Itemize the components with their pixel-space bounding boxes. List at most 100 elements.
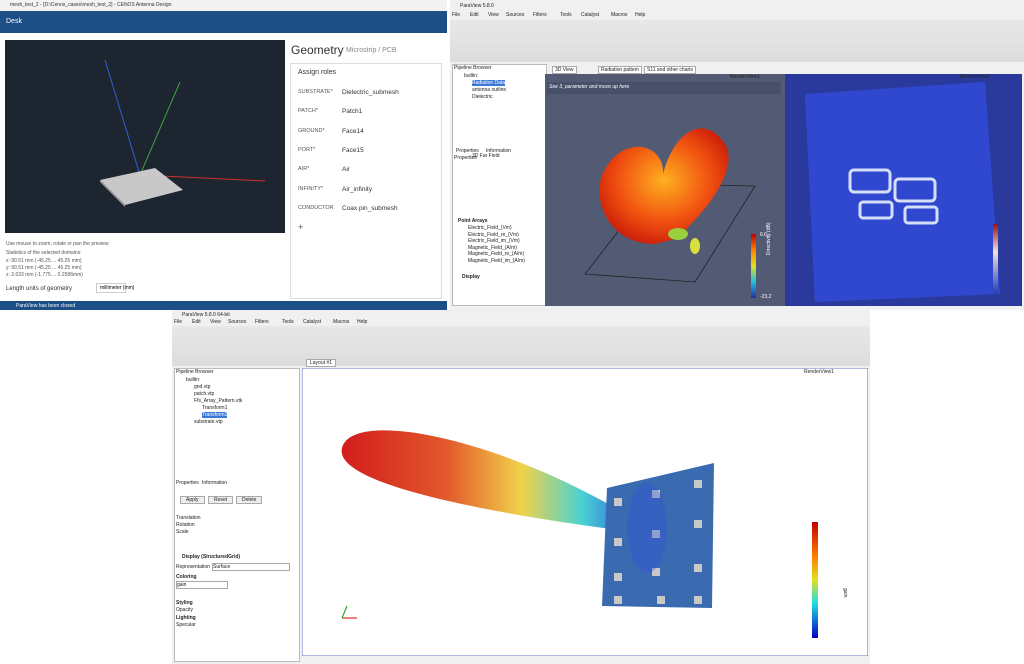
axis-z bbox=[104, 59, 141, 176]
color-bar bbox=[751, 234, 756, 298]
role-value: Air_infinity bbox=[342, 185, 372, 193]
view-1-label: RenderView1 bbox=[730, 74, 760, 80]
stats-heading: Statistics of the selected domains: bbox=[6, 250, 82, 256]
specular-label: Specular bbox=[176, 622, 196, 628]
subheading: Microstrip / PCB bbox=[346, 47, 397, 54]
desk-bar bbox=[0, 11, 447, 33]
render-view-1 bbox=[545, 74, 785, 306]
view-2-label: RenderView2 bbox=[960, 74, 990, 80]
menu-item: Catalyst bbox=[581, 12, 600, 18]
window-title: ParaView 5.8.0 bbox=[460, 3, 494, 9]
role-label: PATCH* bbox=[298, 108, 318, 115]
field-label: Scale bbox=[176, 529, 189, 535]
left-panel bbox=[452, 64, 547, 306]
panel-tab[interactable]: Information bbox=[202, 480, 228, 486]
role-value: Dielectric_submesh bbox=[342, 89, 399, 96]
pipeline-title: Pipeline Browser bbox=[454, 65, 492, 71]
color-by-dropdown[interactable]: gain bbox=[176, 581, 228, 589]
representation-label: Representation bbox=[176, 564, 210, 570]
cenos-window: mesh_test_2 - [D:\Cenos_cases\mesh_test_… bbox=[0, 0, 447, 310]
viewport-bg bbox=[5, 40, 285, 233]
array-item: Electric_Field_re_(Vm) bbox=[468, 231, 519, 238]
color-bar bbox=[812, 522, 818, 638]
menu-item: File bbox=[452, 12, 461, 18]
pipeline-item: Dielectric bbox=[472, 94, 493, 100]
coloring-section: Coloring bbox=[176, 574, 197, 580]
panel-tab[interactable]: Properties bbox=[176, 480, 199, 486]
pipeline-item: Radiation Data bbox=[472, 80, 506, 86]
role-value: Face15 bbox=[342, 146, 364, 154]
stat-line: y: 90.51 mm (-45.25 ... 45.25 mm) bbox=[6, 265, 82, 271]
toolbars bbox=[172, 326, 870, 366]
roles-card bbox=[290, 63, 442, 299]
view-label: RenderView1 bbox=[804, 369, 834, 375]
length-dropdown[interactable]: millimeter (mm) bbox=[96, 283, 134, 293]
role-label: GROUND* bbox=[298, 127, 325, 134]
toolbars bbox=[450, 20, 1024, 62]
properties-title: Properties bbox=[454, 155, 477, 161]
array-item: Magnetic_Field_re_(A/m) bbox=[468, 251, 525, 257]
field-label: Translation bbox=[176, 515, 201, 521]
array-item: Magnetic_Field_im_(A/m) bbox=[468, 257, 525, 264]
side-lobes bbox=[627, 483, 667, 573]
menu-item: Help bbox=[357, 319, 368, 325]
panel-button[interactable]: Reset bbox=[208, 496, 234, 504]
menu-item: Macros bbox=[611, 12, 628, 18]
tip: See 3, parameter and move up here bbox=[549, 84, 630, 90]
pipeline-item: Transform2 bbox=[202, 412, 228, 418]
pipeline-title: Pipeline Browser bbox=[176, 369, 214, 375]
menu-item: Sources bbox=[228, 319, 247, 325]
axis-y bbox=[139, 81, 181, 176]
field-label: Rotation bbox=[176, 522, 195, 528]
menu-item: Macros bbox=[333, 319, 350, 325]
role-label: INFINITY* bbox=[298, 185, 324, 192]
menu-item: View bbox=[210, 319, 221, 325]
main-beam bbox=[341, 430, 642, 533]
menu-item: Edit bbox=[470, 12, 479, 18]
menu-item: Help bbox=[635, 12, 646, 18]
substrate bbox=[805, 82, 1000, 302]
menu-item: View bbox=[488, 12, 499, 18]
role-value: Patch1 bbox=[342, 108, 363, 116]
pipeline-item: Transform1 bbox=[202, 405, 228, 411]
pipeline-item: Ffs_Array_Pattern.vtk bbox=[194, 398, 243, 404]
color-bar bbox=[993, 224, 998, 294]
paraview-bottom-window: ParaView 5.8.0 64-bit File Edit View Source… bbox=[172, 310, 870, 664]
status-text: ParaView has been closed bbox=[16, 303, 76, 309]
paraview-top-window: ParaView 5.8.0 File Edit View Sources Filter… bbox=[450, 0, 1024, 310]
display-section: Display bbox=[462, 274, 480, 280]
menu-item: Catalyst bbox=[303, 319, 322, 325]
representation-dropdown[interactable]: Surface bbox=[212, 563, 290, 571]
view-tab[interactable]: S11 and other charts bbox=[644, 66, 697, 74]
panel-button[interactable]: Delete bbox=[236, 496, 263, 504]
menu-item: Sources bbox=[506, 12, 525, 18]
desk-button[interactable]: Desk bbox=[6, 18, 22, 25]
role-label: AIR* bbox=[298, 166, 310, 173]
display-section: Display (StructuredGrid) bbox=[182, 554, 241, 560]
pipeline-item: builtin: bbox=[186, 377, 201, 383]
viewport-hint: Use mouse to zoom, rotate or pan the pre… bbox=[6, 241, 109, 247]
stat-line: x: 90.51 mm (-45.25 ... 45.25 mm) bbox=[6, 258, 82, 264]
render-view-2: 14000120001000080006000400020004 bbox=[785, 74, 1022, 306]
side-lobe bbox=[668, 228, 688, 240]
panel-button[interactable]: Apply bbox=[180, 496, 205, 504]
patch-glow bbox=[848, 168, 939, 225]
layout-tab[interactable]: Layout #1 bbox=[306, 359, 336, 367]
menu-item: Filters bbox=[255, 319, 269, 325]
add-role[interactable]: + bbox=[298, 222, 304, 232]
view-tab[interactable]: 3D View bbox=[552, 66, 577, 74]
pipeline-item: gnd.vtp bbox=[194, 384, 211, 390]
menu-item: Tools bbox=[282, 319, 294, 325]
role-label: PORT* bbox=[298, 146, 316, 153]
title-bar bbox=[0, 0, 447, 11]
panel-tab[interactable]: Information bbox=[486, 148, 512, 154]
panel-tab[interactable]: Properties bbox=[456, 148, 479, 154]
view-tab[interactable]: Radiation pattern bbox=[598, 66, 643, 74]
opacity-label: Opacity bbox=[176, 607, 193, 613]
pipeline-item: 3D Far Field bbox=[472, 153, 500, 159]
colorbar-title: gain bbox=[842, 588, 848, 598]
side-lobe bbox=[690, 238, 700, 254]
card-title: Assign roles bbox=[298, 69, 337, 76]
stat-line: z: 2.033 mm (-1.775 ... 0.2586mm) bbox=[6, 272, 83, 278]
